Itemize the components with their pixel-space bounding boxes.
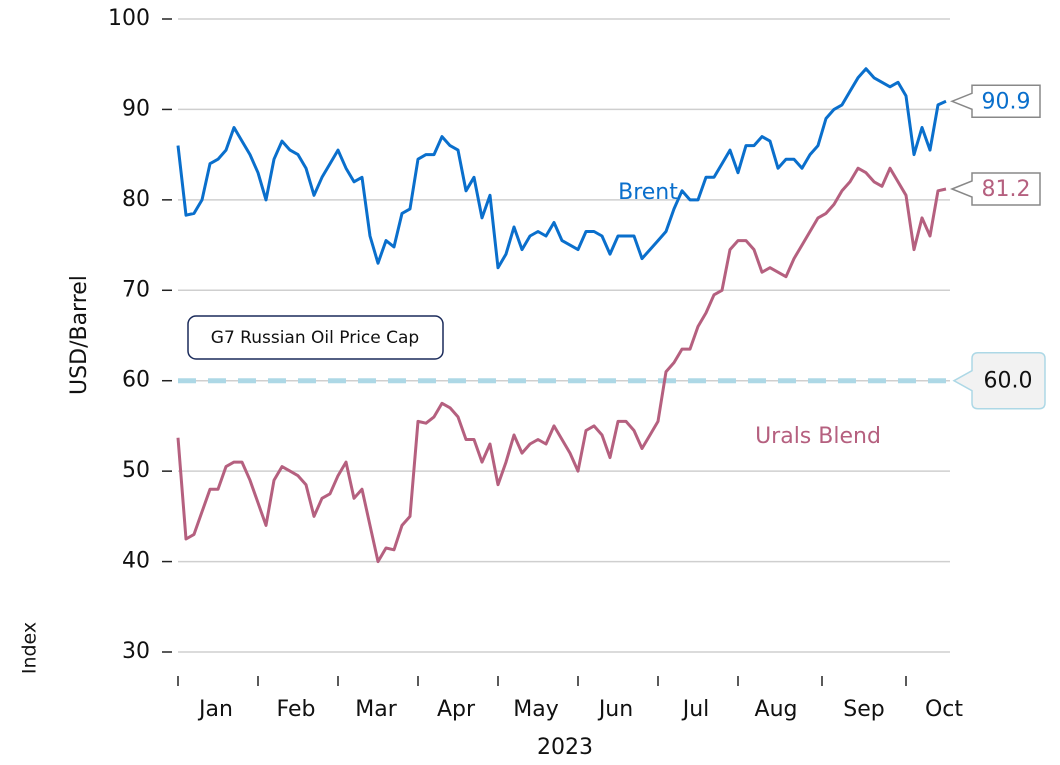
note: Index [19, 622, 41, 674]
y-tick-label: 70 [122, 277, 150, 302]
x-tick-label: Apr [437, 697, 476, 722]
y-tick-label: 60 [122, 368, 150, 393]
reference-name: G7 Russian Oil Price Cap [211, 328, 419, 348]
y-tick-label: 50 [122, 458, 150, 483]
series-line [176, 166, 947, 564]
end-label: 90.9 [982, 89, 1031, 114]
x-tick-label: Jan [197, 697, 233, 722]
y-axis-label: USD/Barrel [67, 275, 92, 395]
x-tick-label: Oct [925, 697, 963, 722]
reference-value-box [952, 351, 1046, 410]
y-tick-label: 100 [108, 6, 150, 31]
end-label: 81.2 [982, 177, 1031, 202]
reference-label-box [187, 315, 444, 360]
y-tick-label: 90 [122, 96, 150, 121]
x-tick-label: Sep [843, 697, 884, 722]
x-tick-label: May [513, 697, 558, 722]
x-tick-label: Jul [681, 697, 710, 722]
series-label: Urals Blend [755, 424, 881, 449]
series-line [176, 67, 947, 270]
y-tick-label: 80 [122, 187, 150, 212]
x-tick-label: Mar [355, 697, 397, 722]
series-label: Brent [618, 180, 678, 205]
x-axis-label: 2023 [537, 735, 593, 760]
x-tick-label: Feb [277, 697, 316, 722]
y-tick-label: 40 [122, 549, 150, 574]
x-tick-label: Aug [755, 697, 798, 722]
y-tick-label: 30 [122, 639, 150, 664]
end-label-box [949, 172, 1041, 206]
x-tick-label: Jun [597, 697, 633, 722]
end-label-box [949, 84, 1041, 119]
reference-value-label: 60.0 [984, 369, 1033, 394]
